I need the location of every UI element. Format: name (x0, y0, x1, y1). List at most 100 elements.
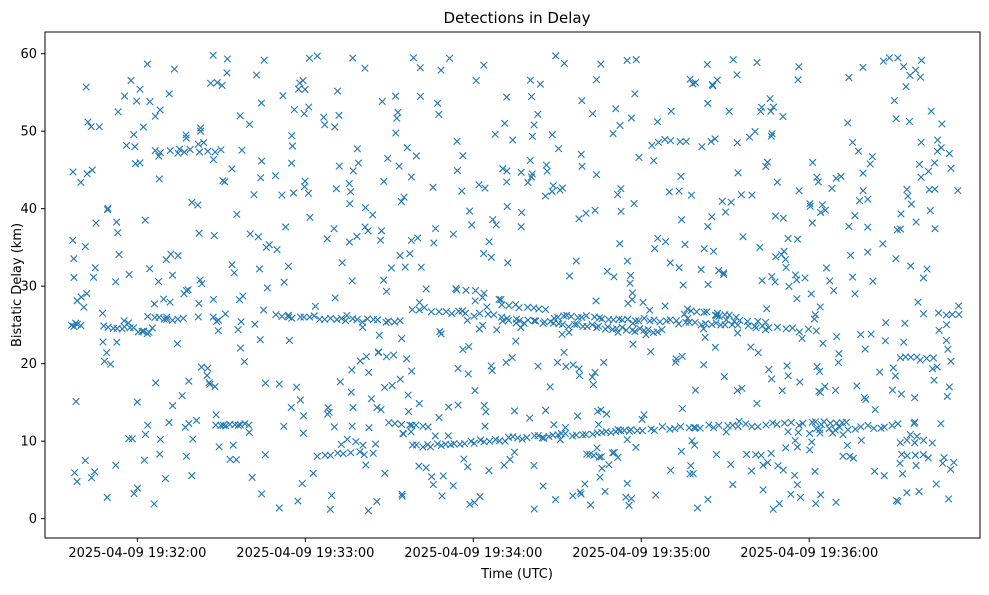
data-point (903, 436, 911, 444)
data-point (524, 178, 532, 187)
data-point (417, 263, 425, 271)
data-point (870, 424, 878, 433)
data-point (396, 251, 404, 260)
data-point (948, 310, 956, 319)
data-point (859, 63, 867, 72)
data-point (869, 277, 877, 285)
data-point (733, 386, 742, 395)
data-point (509, 136, 517, 144)
data-point (718, 197, 726, 206)
data-point (591, 206, 599, 215)
data-point (490, 311, 498, 319)
data-point (156, 148, 165, 157)
data-point (288, 314, 296, 322)
data-point (300, 110, 308, 118)
data-point (444, 432, 452, 440)
data-point (701, 333, 709, 341)
data-point (589, 380, 598, 389)
data-point (666, 136, 675, 145)
data-point (112, 461, 120, 469)
data-point (195, 229, 203, 237)
data-point (806, 202, 814, 210)
data-point (693, 308, 701, 316)
data-point (787, 418, 795, 427)
data-point (232, 456, 241, 464)
data-point (246, 230, 254, 238)
data-point (159, 295, 168, 303)
data-point (145, 328, 153, 337)
data-point (381, 469, 389, 477)
data-point (582, 430, 590, 439)
data-point (894, 497, 902, 506)
data-point (223, 55, 232, 63)
data-point (376, 236, 385, 244)
data-point (510, 448, 519, 456)
data-point (407, 428, 415, 436)
data-point (182, 452, 191, 460)
data-point (150, 300, 159, 308)
data-point (288, 132, 296, 140)
data-point (475, 325, 484, 333)
data-point (640, 411, 648, 419)
data-point (163, 315, 171, 324)
data-point (548, 187, 556, 196)
data-point (763, 158, 772, 166)
data-point (403, 144, 411, 152)
data-point (151, 146, 159, 155)
data-point (652, 491, 660, 499)
data-point (296, 79, 304, 87)
data-point (658, 423, 667, 431)
data-point (598, 464, 606, 473)
data-point (917, 173, 925, 181)
data-point (257, 99, 266, 107)
data-point (915, 160, 924, 168)
data-point (833, 333, 841, 341)
data-point (851, 211, 859, 220)
data-point (602, 410, 611, 418)
data-point (628, 289, 637, 297)
data-point (816, 303, 824, 311)
data-point (576, 488, 584, 496)
data-point (102, 349, 111, 357)
data-point (930, 159, 939, 167)
data-point (275, 504, 283, 512)
data-point (708, 80, 717, 89)
data-point (622, 493, 630, 501)
data-point (757, 103, 766, 112)
data-point (534, 362, 542, 370)
data-point (430, 239, 438, 247)
data-point (301, 85, 309, 94)
data-point (174, 149, 182, 157)
data-point (880, 423, 888, 431)
data-point (186, 145, 194, 154)
data-point (100, 357, 109, 365)
y-tick-label: 50 (20, 125, 37, 140)
data-point (165, 418, 173, 427)
data-point (609, 129, 617, 138)
data-point (397, 420, 406, 429)
data-point (691, 386, 700, 394)
data-point (458, 187, 466, 195)
data-point (851, 290, 859, 298)
data-point (892, 114, 900, 123)
data-point (478, 293, 487, 302)
data-point (288, 142, 297, 150)
data-point (203, 371, 211, 380)
data-point (150, 500, 158, 508)
data-point (601, 487, 609, 496)
data-point (228, 165, 236, 173)
data-point (504, 259, 512, 267)
data-point (919, 450, 928, 459)
data-point (459, 345, 467, 354)
data-point (864, 248, 872, 256)
data-point (796, 493, 805, 502)
data-point (353, 315, 361, 324)
data-point (156, 435, 165, 444)
data-point (603, 267, 612, 275)
data-point (578, 162, 586, 171)
data-point (95, 123, 104, 131)
data-point (897, 390, 906, 398)
data-point (610, 448, 618, 457)
data-point (422, 285, 430, 293)
